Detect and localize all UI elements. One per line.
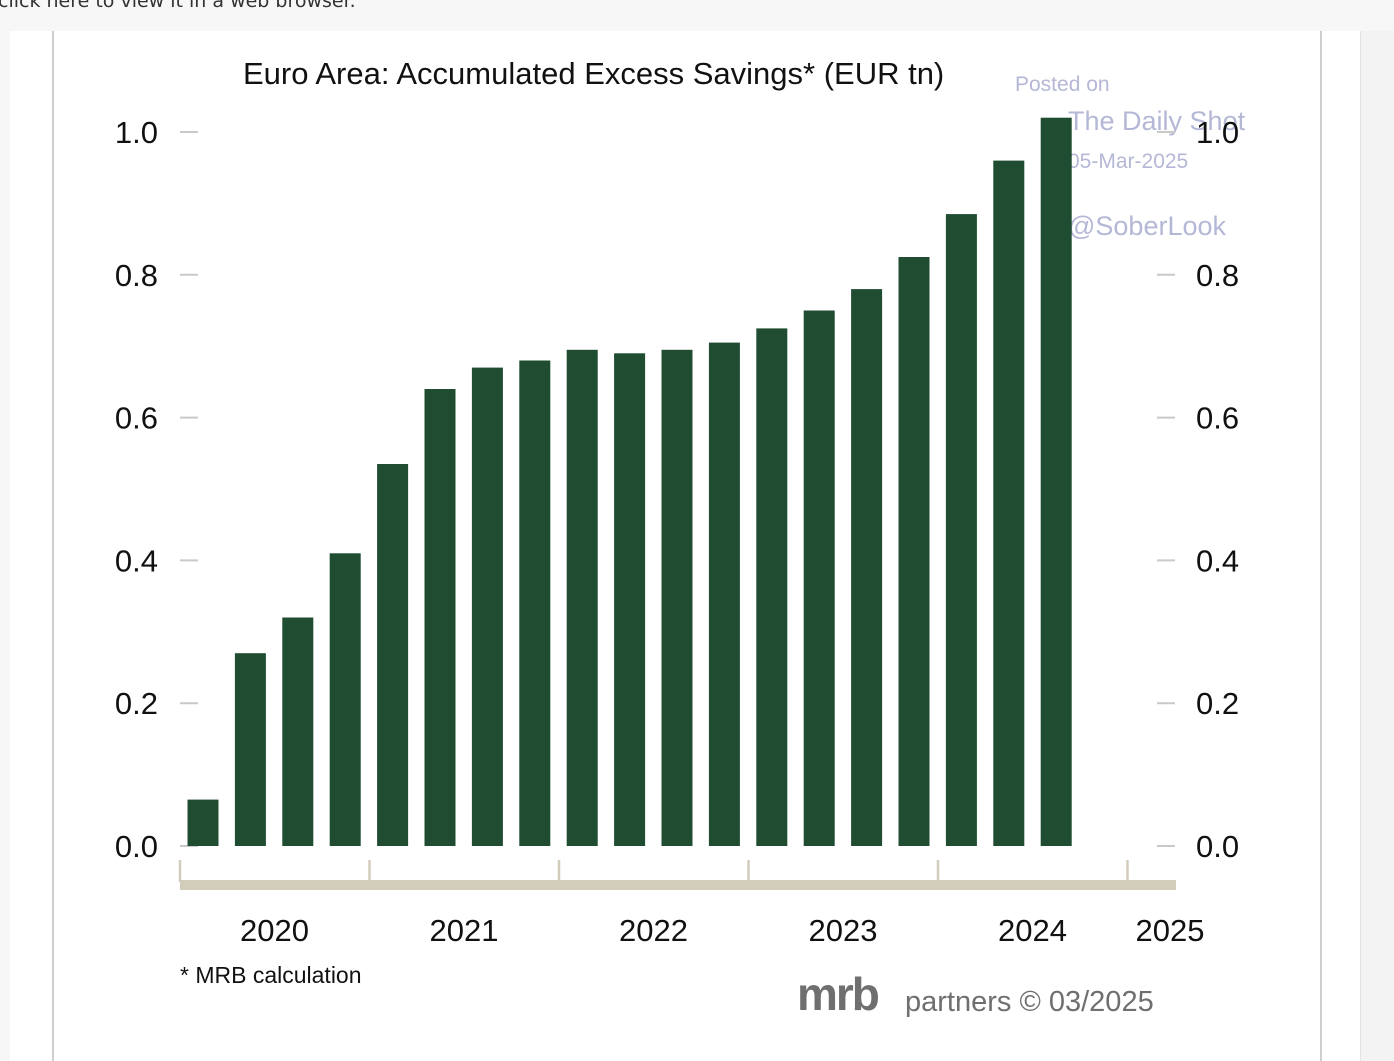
bar — [614, 353, 646, 846]
y-tick-left-label: 0.2 — [115, 686, 158, 721]
x-axis: 2020 2021 2022 2023 2024 2025 — [178, 860, 1205, 948]
y-tick-left-label: 0.4 — [115, 543, 158, 578]
bar — [187, 799, 219, 846]
bar — [519, 360, 551, 846]
y-tick-left-label: 0.0 — [115, 829, 158, 864]
y-tick-right-label: 0.6 — [1196, 401, 1239, 436]
bar — [803, 310, 835, 846]
y-axis-right: 0.0 0.2 0.4 0.6 0.8 1.0 — [1157, 115, 1239, 864]
x-tick-label: 2023 — [809, 913, 878, 948]
bar — [377, 464, 409, 846]
bar — [234, 653, 266, 846]
footnote: * MRB calculation — [180, 962, 362, 988]
y-tick-right-label: 1.0 — [1196, 115, 1239, 150]
y-tick-left-label: 0.6 — [115, 401, 158, 436]
mrb-logo: mrb — [797, 968, 879, 1020]
scrollbar-gutter — [1360, 31, 1394, 1061]
y-tick-right-label: 0.0 — [1196, 829, 1239, 864]
bar — [566, 349, 598, 846]
source-credit: partners © 03/2025 — [905, 986, 1154, 1018]
bar — [945, 214, 977, 847]
bar — [756, 328, 788, 846]
bars — [187, 117, 1072, 847]
bar — [282, 617, 314, 846]
watermark-site: The Daily Shot — [1068, 106, 1246, 136]
x-tick-label: 2020 — [240, 913, 309, 948]
bar — [661, 349, 693, 846]
bar — [851, 289, 883, 847]
x-tick-label: 2025 — [1136, 913, 1205, 948]
bar — [471, 367, 503, 846]
x-axis-band — [180, 880, 1176, 890]
bar — [993, 160, 1025, 847]
watermark-posted-on: Posted on — [1015, 73, 1110, 96]
bar — [1040, 117, 1072, 846]
y-tick-right-label: 0.2 — [1196, 686, 1239, 721]
y-tick-left-label: 0.8 — [115, 258, 158, 293]
y-tick-right-label: 0.4 — [1196, 543, 1239, 578]
chart-title: Euro Area: Accumulated Excess Savings* (… — [243, 56, 944, 91]
bar — [708, 342, 740, 846]
bar — [329, 553, 361, 846]
y-tick-right-label: 0.8 — [1196, 258, 1239, 293]
bar — [898, 257, 930, 846]
watermark-handle: @SoberLook — [1068, 211, 1227, 241]
bar — [424, 389, 456, 846]
x-tick-label: 2021 — [430, 913, 499, 948]
top-link-text[interactable]: click here to view it in a web browser. — [0, 0, 356, 12]
y-axis-left: 0.0 0.2 0.4 0.6 0.8 1.0 — [115, 115, 198, 864]
watermark-date: 05-Mar-2025 — [1068, 150, 1188, 173]
x-tick-label: 2024 — [998, 913, 1067, 948]
y-tick-left-label: 1.0 — [115, 115, 158, 150]
x-tick-label: 2022 — [619, 913, 688, 948]
